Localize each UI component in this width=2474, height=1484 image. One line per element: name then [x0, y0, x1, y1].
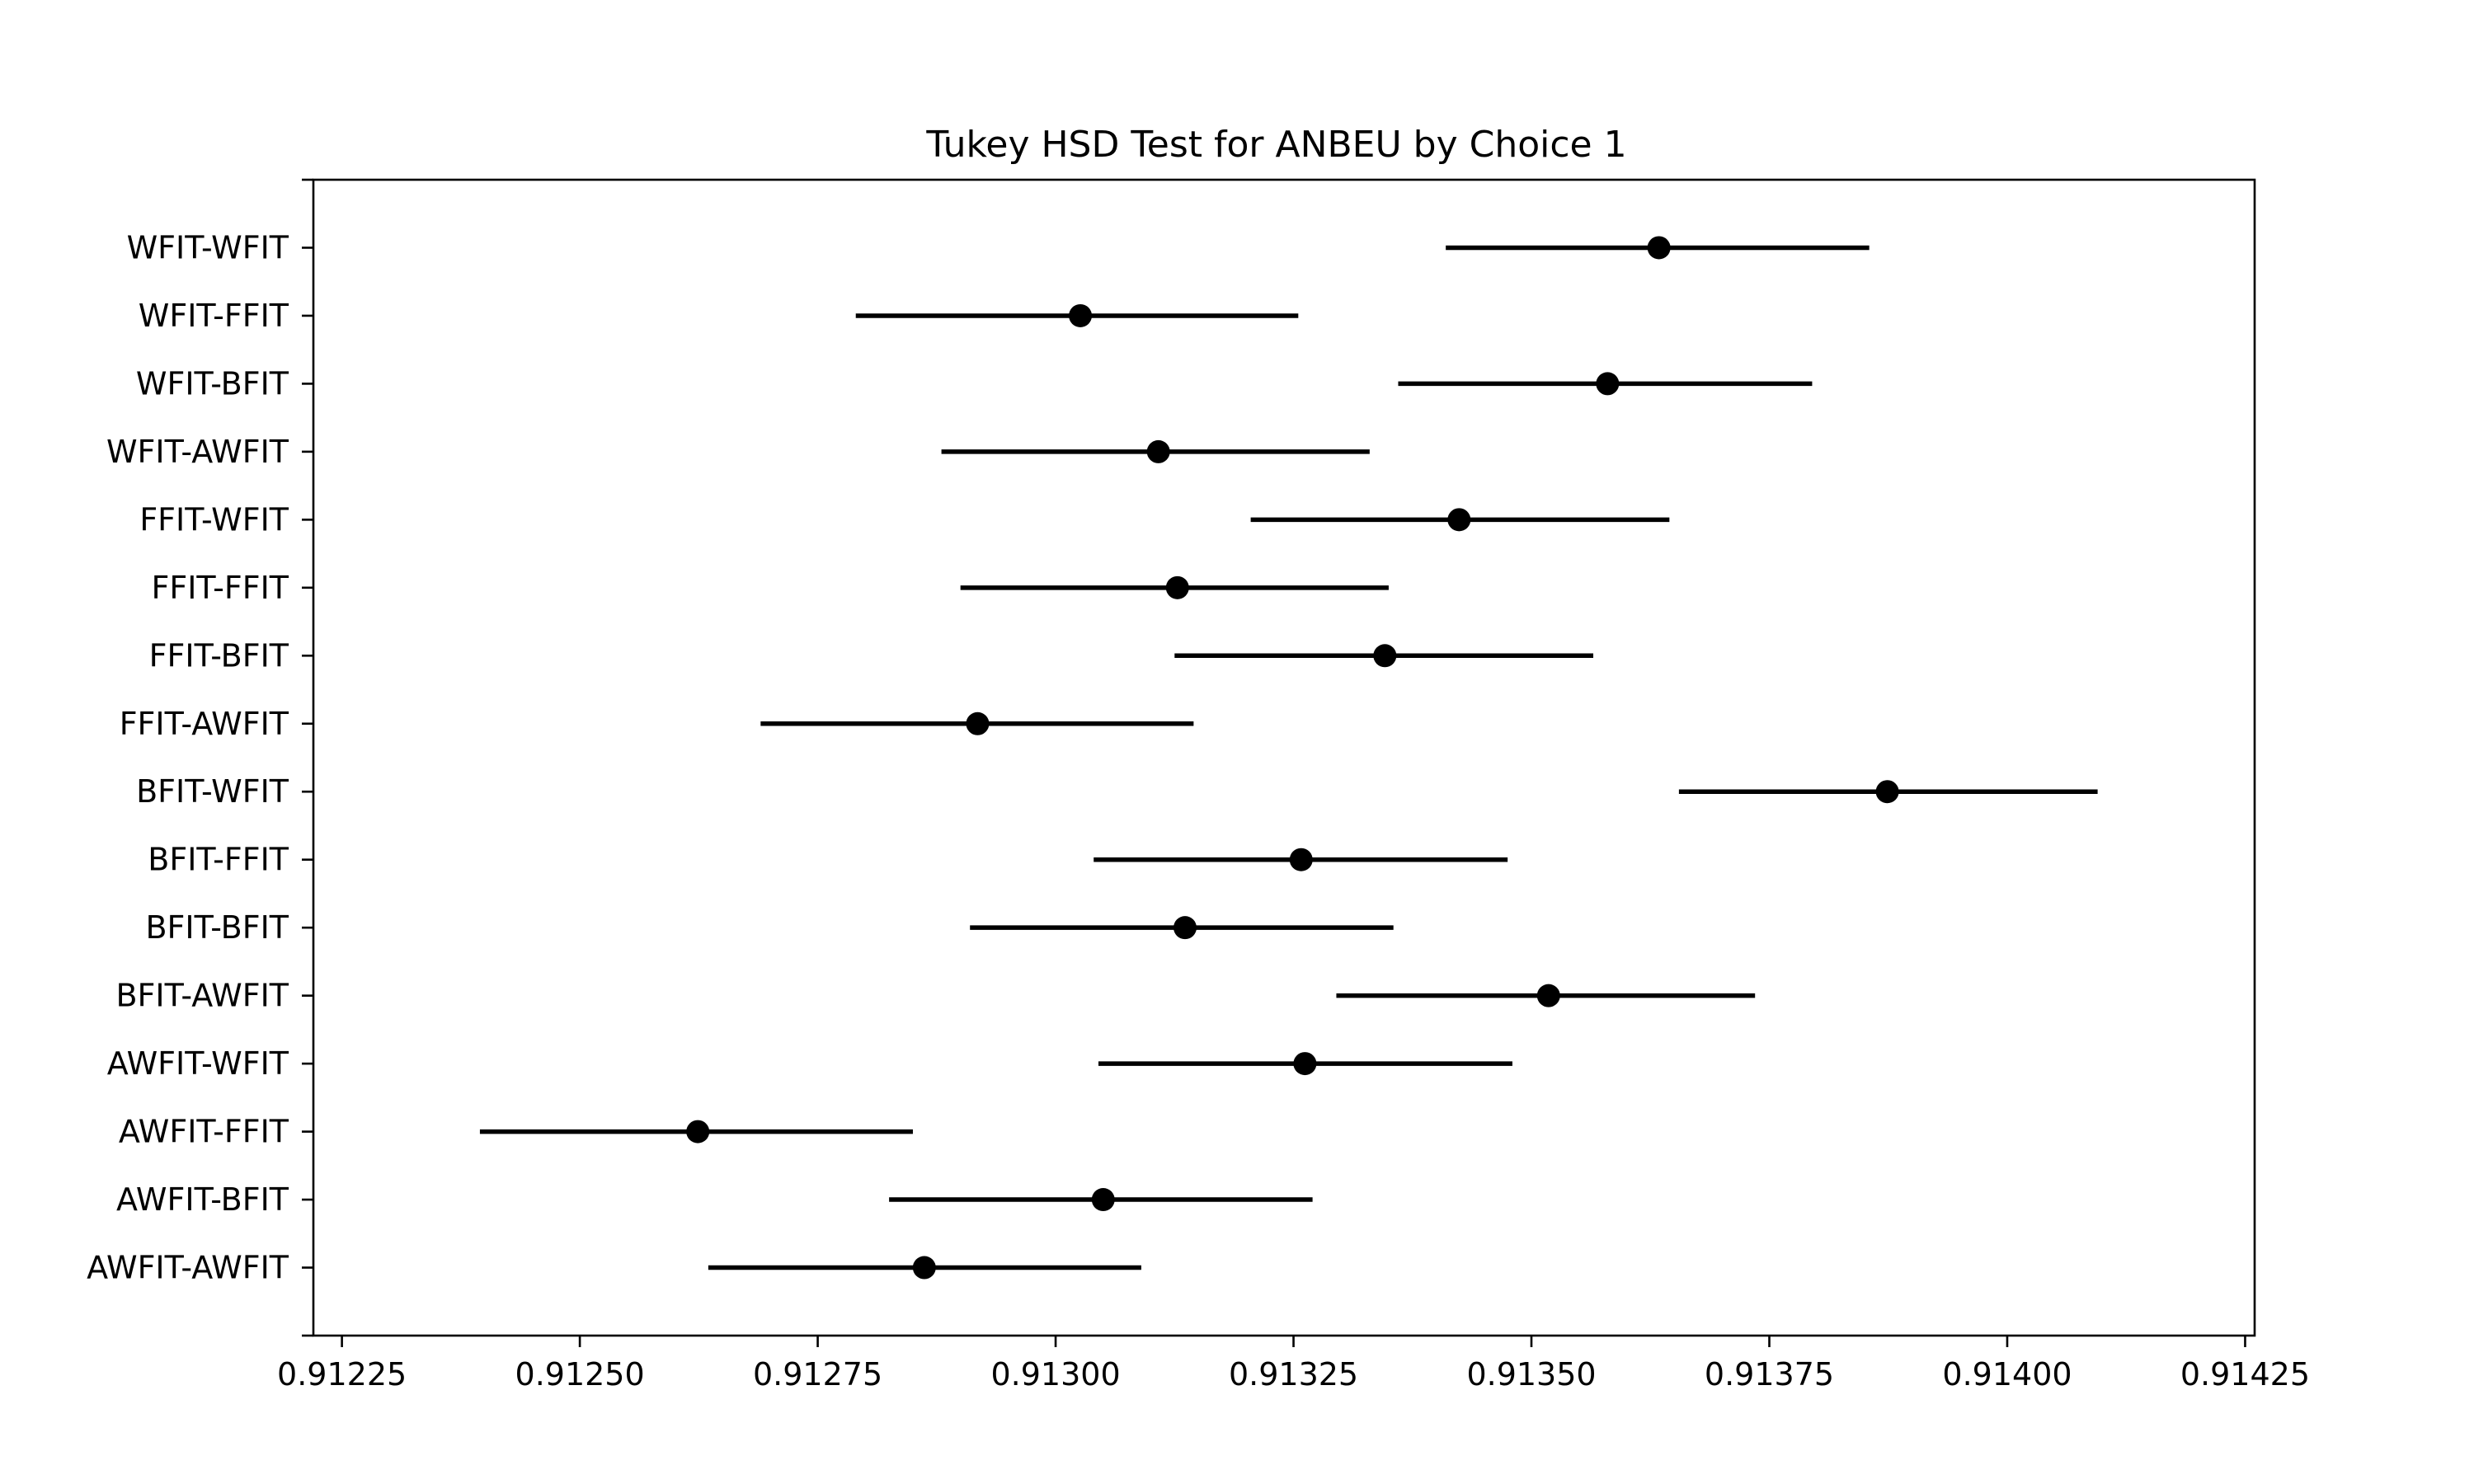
mean-point — [912, 1256, 936, 1280]
y-tick-label: WFIT-WFIT — [127, 229, 289, 265]
y-tick-label: FFIT-WFIT — [139, 501, 289, 538]
mean-point — [1091, 1188, 1115, 1212]
y-tick-label: WFIT-AWFIT — [106, 434, 289, 470]
y-tick-label: BFIT-BFIT — [145, 909, 289, 946]
mean-point — [1146, 439, 1170, 463]
y-tick-label: AWFIT-BFIT — [116, 1181, 289, 1218]
mean-point — [1293, 1052, 1317, 1076]
y-tick-label: AWFIT-WFIT — [107, 1045, 289, 1082]
y-tick-label: FFIT-FFIT — [152, 570, 289, 606]
y-axis: WFIT-WFIT WFIT-FFIT WFIT-BFIT WFIT-AWFIT FFI… — [87, 178, 313, 1337]
y-tick-label: WFIT-FFIT — [139, 298, 289, 334]
y-tick-label: BFIT-AWFIT — [115, 978, 289, 1014]
y-tick-label: BFIT-WFIT — [136, 773, 289, 810]
mean-point — [1289, 848, 1313, 871]
mean-point — [1875, 780, 1899, 804]
y-tick-label: FFIT-AWFIT — [120, 706, 289, 742]
mean-point — [1373, 644, 1397, 668]
x-tick-label: 0.91225 — [277, 1356, 407, 1392]
mean-point — [1596, 372, 1620, 396]
mean-point — [1647, 236, 1671, 260]
mean-point — [1447, 508, 1471, 532]
mean-point — [1173, 916, 1197, 940]
x-tick-label: 0.91325 — [1229, 1356, 1358, 1392]
x-axis: 0.91225 0.91250 0.91275 0.91300 0.91325 0.913… — [277, 1336, 2310, 1392]
x-tick-label: 0.91375 — [1705, 1356, 1834, 1392]
x-tick-label: 0.91425 — [2180, 1356, 2310, 1392]
y-tick-label: WFIT-BFIT — [136, 365, 289, 402]
x-tick-label: 0.91350 — [1466, 1356, 1596, 1392]
x-tick-label: 0.91250 — [515, 1356, 645, 1392]
chart-title: Tukey HSD Test for ANBEU by Choice 1 — [925, 124, 1626, 166]
intervals — [479, 236, 2098, 1280]
y-tick-label: FFIT-BFIT — [149, 637, 289, 674]
x-tick-label: 0.91400 — [1942, 1356, 2072, 1392]
x-tick-label: 0.91275 — [753, 1356, 882, 1392]
mean-point — [1069, 303, 1093, 327]
mean-point — [686, 1120, 710, 1144]
y-tick-label: AWFIT-FFIT — [119, 1114, 289, 1150]
y-tick-label: AWFIT-AWFIT — [87, 1250, 289, 1286]
plot-frame — [312, 178, 2256, 1337]
mean-point — [1165, 575, 1189, 599]
mean-point — [966, 711, 990, 735]
x-tick-label: 0.91300 — [990, 1356, 1120, 1392]
y-tick-label: BFIT-FFIT — [148, 842, 289, 878]
mean-point — [1536, 984, 1560, 1007]
